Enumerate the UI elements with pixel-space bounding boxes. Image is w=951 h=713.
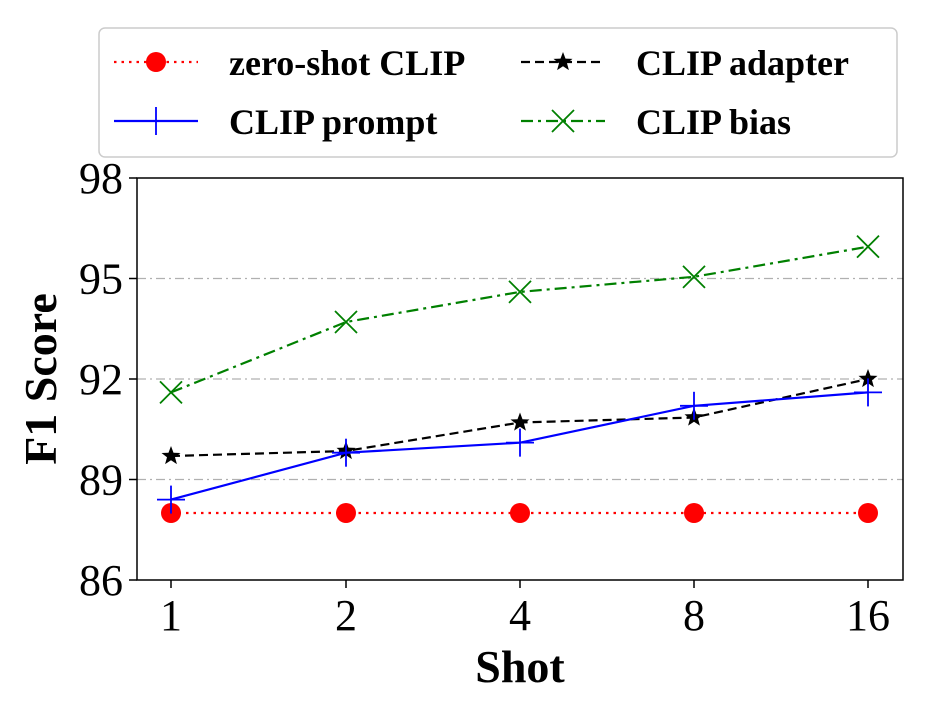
x-tick-label: 16 <box>846 591 890 640</box>
data-point <box>858 369 878 388</box>
legend-marker <box>551 109 575 133</box>
data-point <box>157 485 185 514</box>
data-point <box>856 235 880 259</box>
legend-label: zero-shot CLIP <box>229 43 465 83</box>
legend-label: CLIP bias <box>636 102 791 142</box>
series-clip-bias <box>159 235 880 405</box>
x-tick-label: 1 <box>160 591 182 640</box>
data-point <box>159 380 183 405</box>
y-tick-label: 89 <box>79 456 123 505</box>
series-line <box>170 245 869 394</box>
legend-entry: CLIP prompt <box>114 102 437 142</box>
data-point <box>858 503 878 523</box>
y-tick-label: 98 <box>79 154 123 203</box>
x-tick-label: 8 <box>683 591 705 640</box>
data-point <box>332 438 360 467</box>
data-point <box>336 503 356 523</box>
legend-marker <box>146 52 166 72</box>
data-point <box>682 265 706 289</box>
legend-entry: CLIP adapter <box>521 43 849 83</box>
data-point <box>680 391 708 420</box>
x-axis-title: Shot <box>475 641 565 692</box>
legend: zero-shot CLIP CLIP adapter CLIP prompt CLI… <box>98 27 898 158</box>
series-clip-prompt <box>157 378 882 514</box>
data-point <box>510 503 530 523</box>
legend-entry: CLIP bias <box>521 102 791 142</box>
legend-entry: zero-shot CLIP <box>114 43 465 83</box>
data-point <box>854 378 882 407</box>
axis-ticks: 86 89 92 95 98 1 2 4 8 16 <box>79 154 890 640</box>
grid-lines <box>137 277 903 481</box>
y-tick-label: 95 <box>79 255 123 304</box>
x-tick-label: 2 <box>335 591 357 640</box>
x-tick-label: 4 <box>509 591 531 640</box>
legend-label: CLIP prompt <box>229 102 437 142</box>
data-point <box>684 503 704 523</box>
data-point <box>510 412 530 431</box>
legend-marker <box>553 52 573 71</box>
legend-box <box>98 27 898 158</box>
y-axis-title: F1 Score <box>15 293 66 465</box>
legend-marker <box>142 107 170 135</box>
series-zero-shot-clip <box>161 503 878 523</box>
y-tick-label: 86 <box>79 556 123 605</box>
data-point <box>506 428 534 457</box>
data-point <box>161 446 181 465</box>
series-layer <box>157 235 882 523</box>
y-tick-label: 92 <box>79 355 123 404</box>
legend-label: CLIP adapter <box>636 43 849 83</box>
data-point <box>508 280 532 304</box>
data-point <box>334 310 358 334</box>
